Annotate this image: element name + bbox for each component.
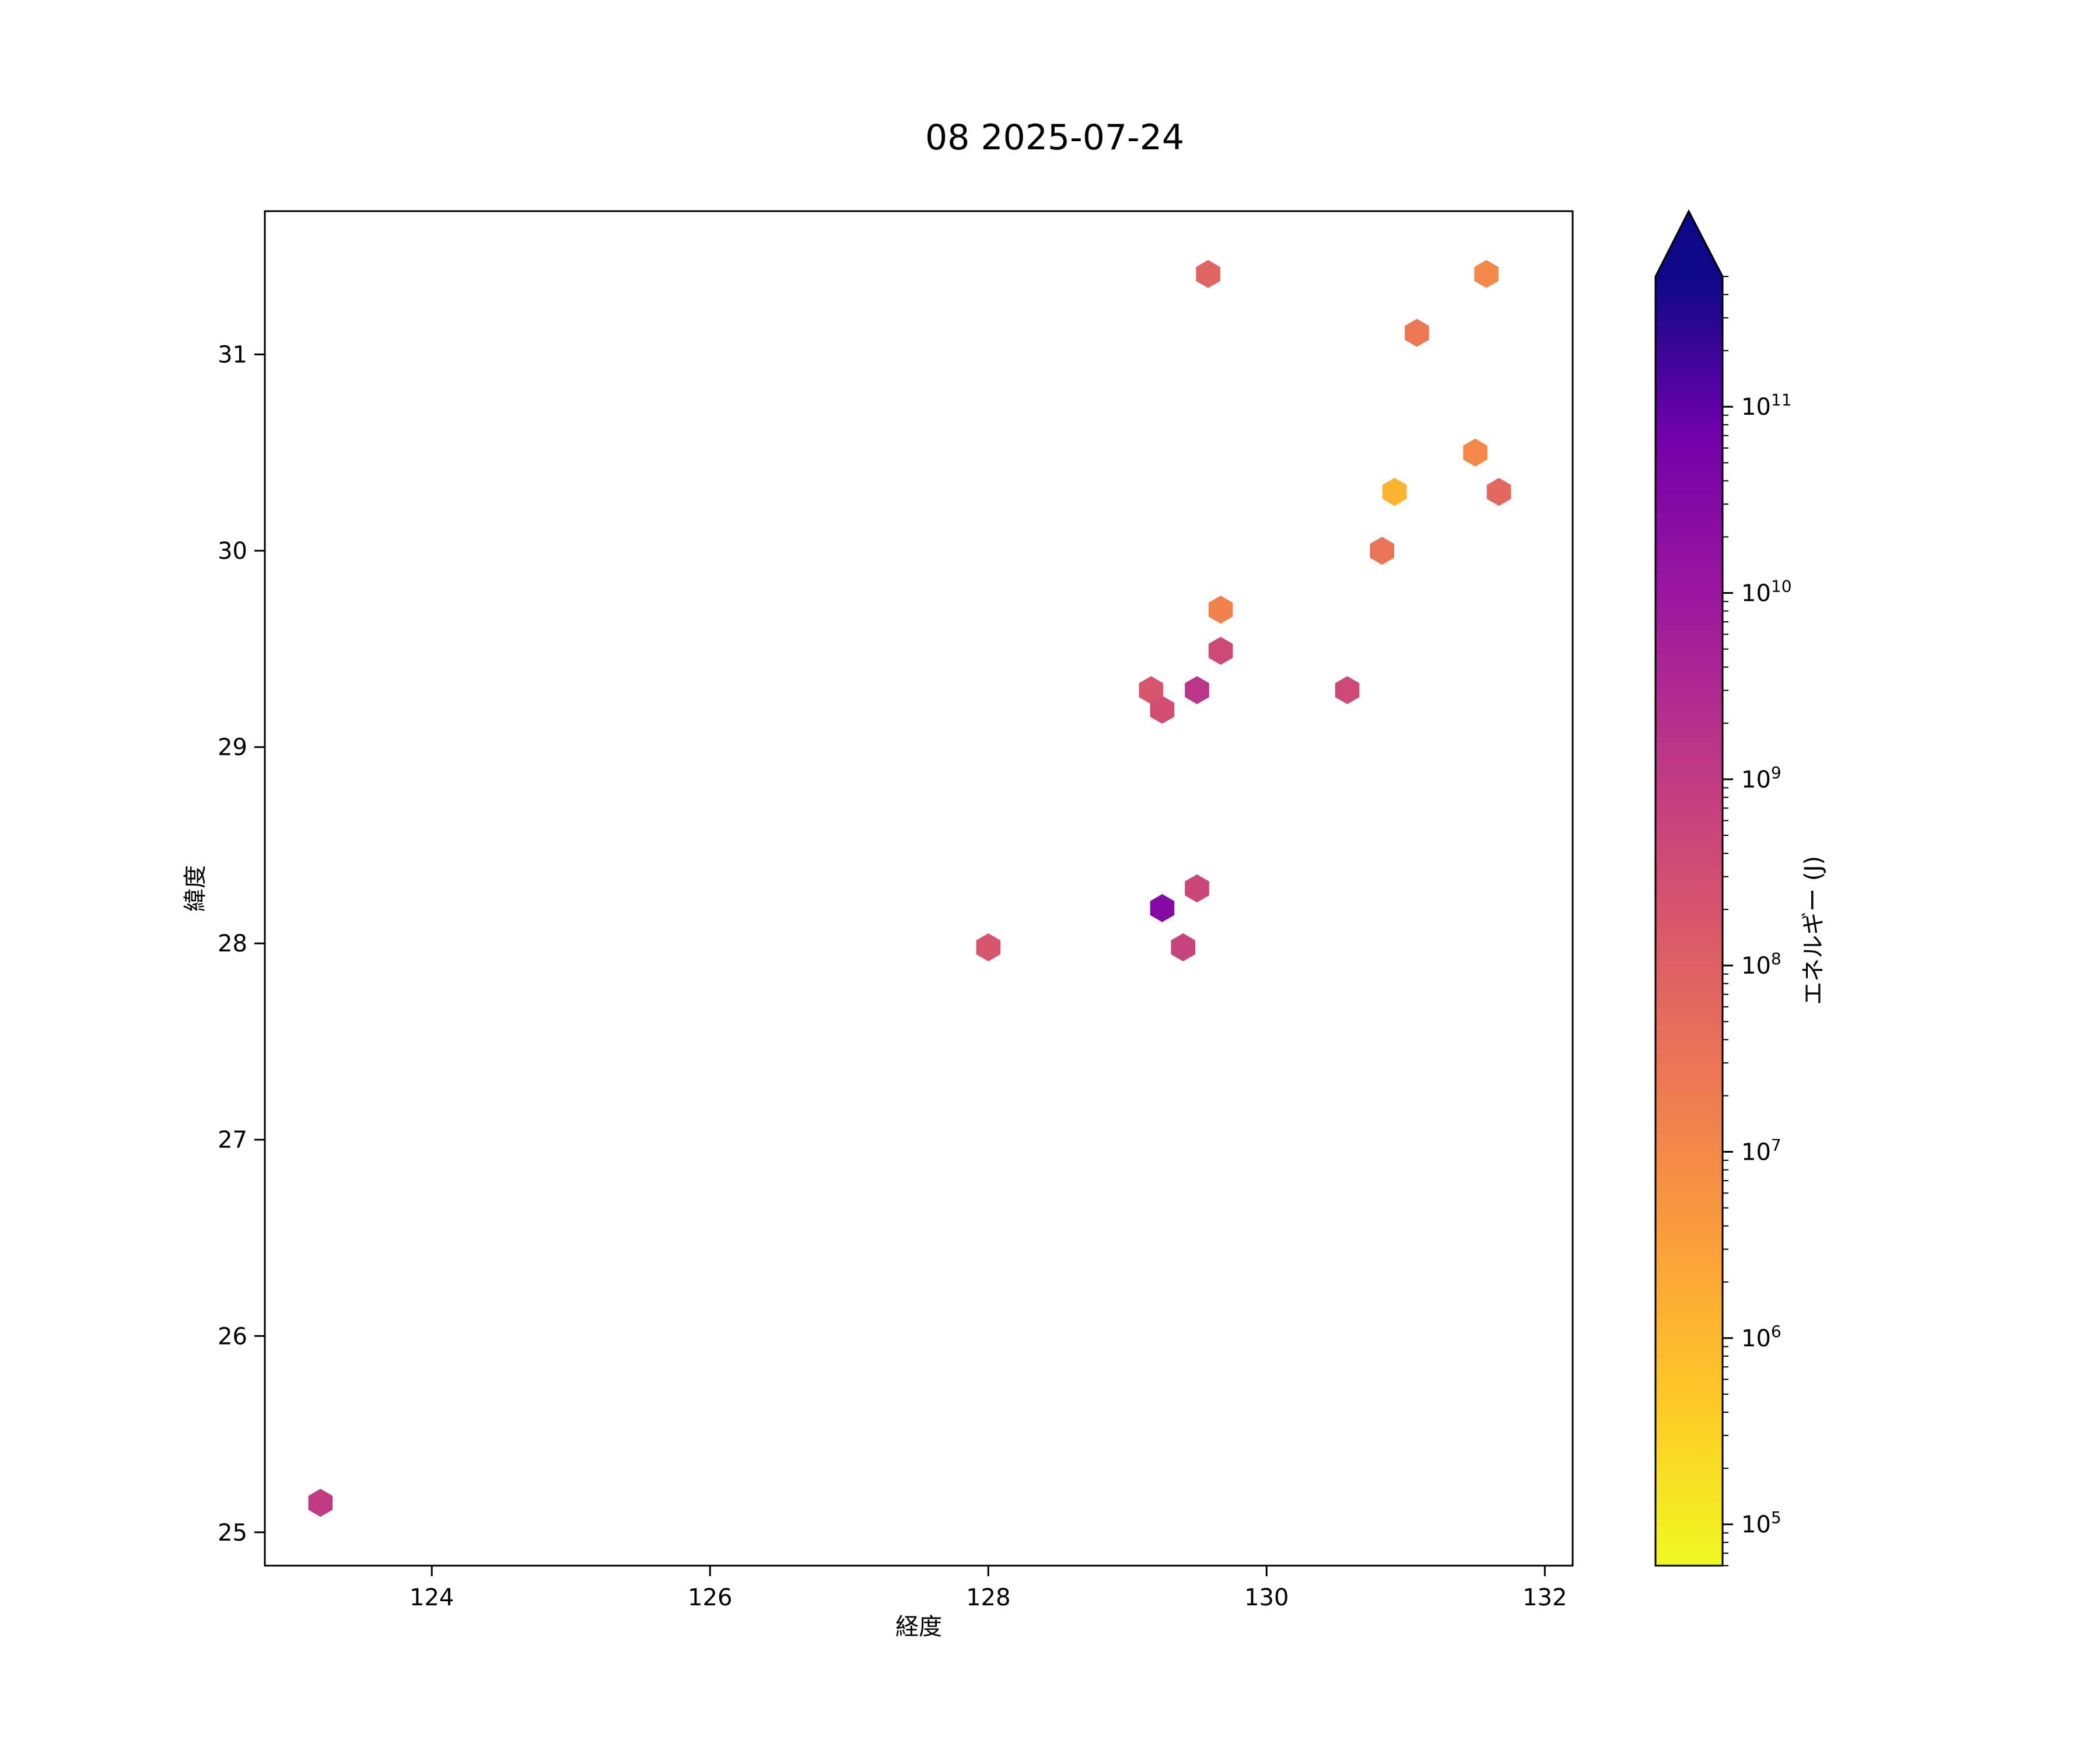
colorbar-tick-label: 108 (1741, 949, 1782, 979)
hexbin-cell-5 (1139, 676, 1164, 705)
y-tick-label: 27 (218, 1127, 247, 1154)
colorbar-tick-label: 1011 (1741, 390, 1792, 421)
hexbin-cell-15 (1463, 438, 1488, 467)
colorbar-extend-triangle (1656, 211, 1723, 276)
hexbin-cell-13 (1382, 478, 1407, 506)
x-tick-label: 128 (966, 1584, 1010, 1611)
chart-title: 08 2025-07-24 (925, 117, 1184, 158)
x-axis-ticks: 124 126 128 130 132 (410, 1566, 1567, 1611)
colorbar-tick-label: 107 (1741, 1136, 1782, 1166)
colorbar-label: エネルギー (J) (1800, 856, 1827, 1005)
x-tick-label: 124 (410, 1584, 454, 1611)
hexbin-cell-7 (1185, 676, 1209, 705)
x-tick-label: 130 (1244, 1584, 1289, 1611)
hexbin-cell-4 (1185, 874, 1209, 902)
x-axis-label: 経度 (895, 1614, 942, 1640)
plot-frame (264, 210, 1574, 1567)
hexbin-cell-10 (1196, 260, 1220, 288)
colorbar-tick-label: 106 (1741, 1322, 1782, 1352)
colorbar-tick-label: 105 (1741, 1508, 1782, 1538)
hexbin-cell-8 (1208, 636, 1233, 665)
colorbar-tick-label: 1010 (1741, 577, 1792, 607)
y-tick-label: 26 (218, 1323, 247, 1350)
colorbar-gradient (1656, 276, 1723, 1566)
x-tick-label: 132 (1522, 1584, 1567, 1611)
colorbar-ticks: 105 106 107 108 109 1010 1011 (1723, 276, 1792, 1566)
hexbin-cell-6 (1150, 695, 1175, 724)
y-tick-label: 25 (218, 1520, 247, 1546)
hexbin-cell-12 (1370, 537, 1394, 565)
hexbin-cell-3 (1171, 933, 1195, 961)
colorbar-outline (1654, 209, 1724, 1567)
y-axis-label: 緯度 (182, 865, 209, 912)
x-tick-label: 126 (688, 1584, 732, 1611)
hexbin-cell-1 (976, 933, 1000, 961)
colorbar: 105 106 107 108 109 1010 1011 エネルギー (J) (1654, 209, 1827, 1567)
hexbin-cell-0 (308, 1489, 333, 1517)
hexbin-cell-17 (1486, 478, 1511, 506)
y-tick-label: 28 (218, 930, 247, 957)
hexbin-cell-14 (1405, 318, 1429, 347)
y-tick-label: 31 (218, 342, 247, 369)
hexbin-cell-16 (1474, 260, 1499, 288)
hexbin-marks (308, 260, 1511, 1517)
y-tick-label: 30 (218, 538, 247, 565)
y-tick-label: 29 (218, 734, 247, 761)
hexbin-cell-2 (1150, 894, 1175, 922)
y-axis-ticks: 25 26 27 28 29 30 31 (218, 342, 265, 1546)
hexbin-cell-9 (1208, 596, 1233, 624)
hexbin-cell-11 (1335, 676, 1360, 705)
colorbar-tick-label: 109 (1741, 763, 1782, 793)
